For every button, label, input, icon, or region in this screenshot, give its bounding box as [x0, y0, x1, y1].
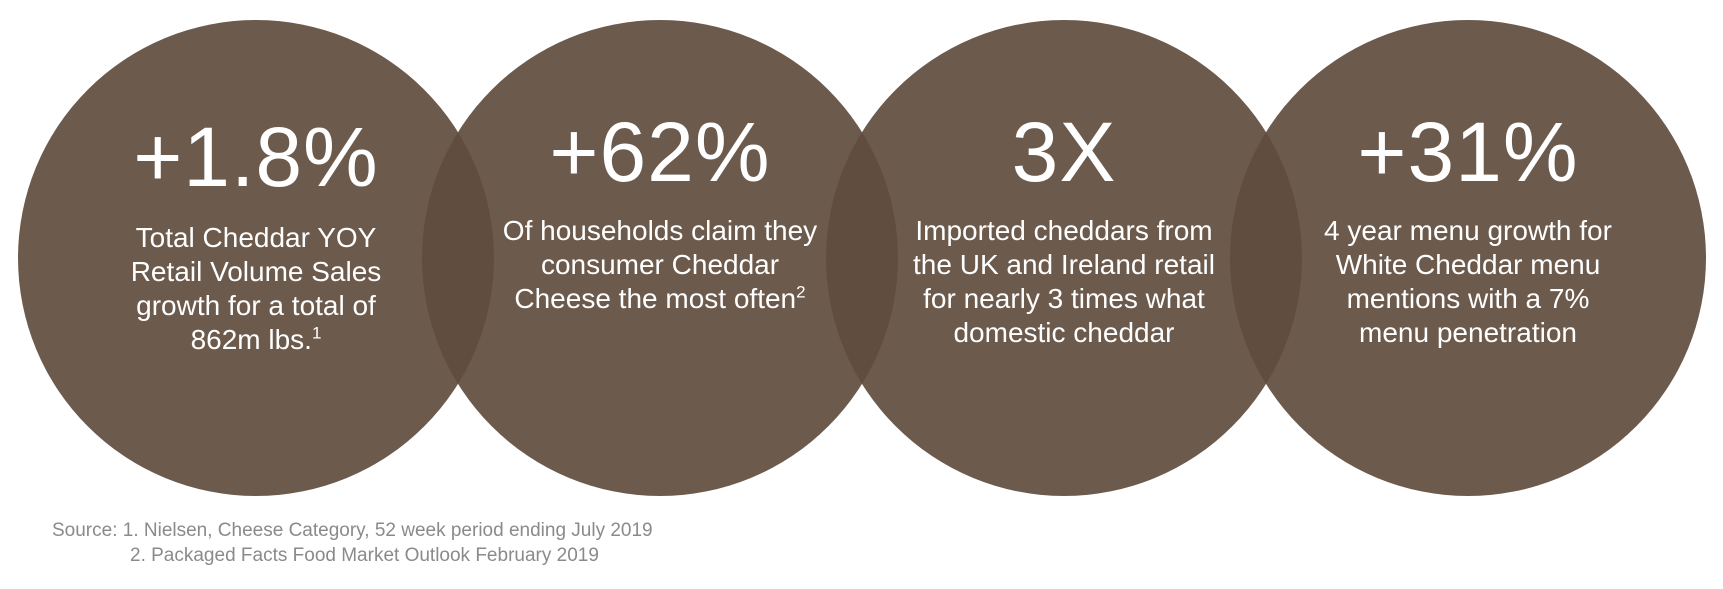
source-line-2: 2. Packaged Facts Food Market Outlook Fe… — [130, 545, 599, 566]
stat-value-1: +1.8% — [133, 110, 379, 204]
source-line-1: Source: 1. Nielsen, Cheese Category, 52 … — [52, 520, 653, 541]
stat-circle-3 — [826, 20, 1302, 496]
stat-circle-1 — [18, 20, 494, 496]
stat-description-text-2: Of households claim they consumer Chedda… — [502, 215, 818, 314]
footnote-marker-2: 2 — [796, 282, 806, 302]
stat-description-text-4: 4 year menu growth for White Cheddar men… — [1324, 215, 1612, 348]
source-footnote: Source: 1. Nielsen, Cheese Category, 52 … — [52, 518, 653, 568]
stat-value-3: 3X — [1011, 105, 1117, 199]
stat-circle-2 — [422, 20, 898, 496]
footnote-marker-1: 1 — [311, 323, 322, 343]
stat-value-2: +62% — [549, 105, 771, 199]
stat-description-4: 4 year menu growth for White Cheddar men… — [1308, 214, 1628, 350]
stat-circle-4 — [1230, 20, 1706, 496]
stat-description-text-1: Total Cheddar YOY Retail Volume Sales gr… — [130, 222, 382, 355]
stat-description-3: Imported cheddars from the UK and Irelan… — [904, 214, 1224, 350]
stat-description-1: Total Cheddar YOY Retail Volume Sales gr… — [106, 221, 406, 357]
stat-value-4: +31% — [1357, 105, 1579, 199]
stat-description-text-3: Imported cheddars from the UK and Irelan… — [913, 215, 1215, 348]
stat-description-2: Of households claim they consumer Chedda… — [500, 214, 820, 316]
